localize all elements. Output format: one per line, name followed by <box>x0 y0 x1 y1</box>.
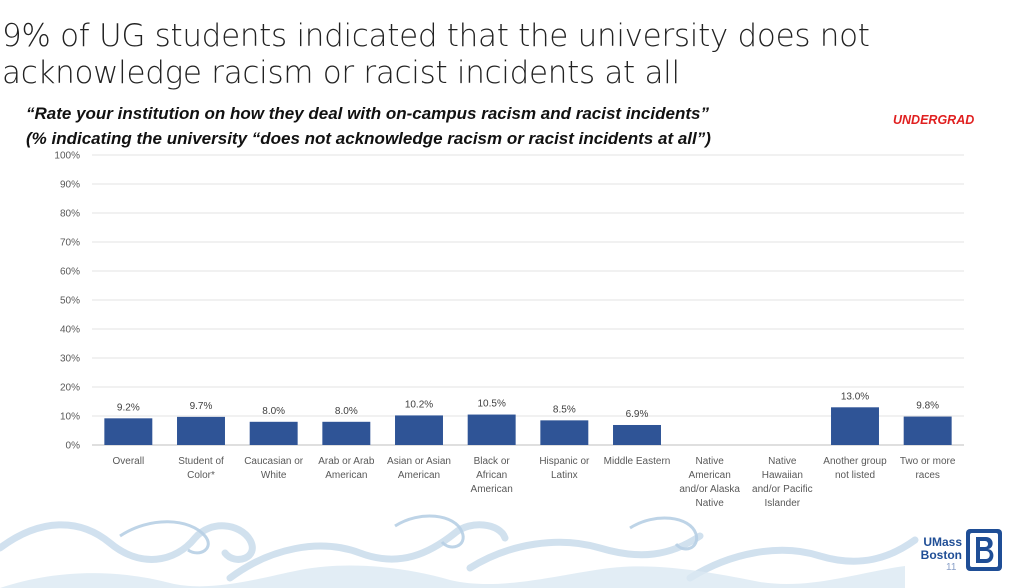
logo-line-umass: UMass <box>923 535 962 549</box>
x-tick-label: Hawaiian <box>762 470 803 481</box>
logo-text: UMass Boston <box>916 536 962 562</box>
y-tick-label: 80% <box>60 209 80 220</box>
x-tick-label: Hispanic or <box>539 456 590 467</box>
y-tick-label: 90% <box>60 180 80 191</box>
x-tick-label: Caucasian or <box>244 456 304 467</box>
data-label: 8.0% <box>335 406 358 417</box>
x-tick-label: Asian or Asian <box>387 456 451 467</box>
y-tick-label: 0% <box>66 441 81 452</box>
bar <box>903 416 952 445</box>
x-tick-label: Native <box>695 498 724 509</box>
bar <box>613 424 661 445</box>
x-tick-label: White <box>261 470 287 481</box>
y-tick-label: 10% <box>60 412 80 423</box>
bar <box>467 414 516 445</box>
data-label: 8.5% <box>553 404 576 415</box>
y-tick-label: 30% <box>60 354 80 365</box>
decorative-wave-band <box>0 514 919 588</box>
data-label: 10.5% <box>477 399 505 410</box>
x-tick-label: Islander <box>765 498 801 509</box>
y-tick-label: 60% <box>60 267 80 278</box>
x-tick-label: Two or more <box>900 456 956 467</box>
logo-line-boston: Boston <box>920 548 962 562</box>
y-tick-label: 50% <box>60 296 80 307</box>
x-tick-label: American <box>471 484 513 495</box>
umass-boston-logo: UMass Boston <box>916 528 1008 576</box>
x-tick-label: Latinx <box>551 470 578 481</box>
chart-subtitle: “Rate your institution on how they deal … <box>26 101 826 151</box>
x-tick-label: Another group <box>823 456 887 467</box>
bar <box>322 421 371 445</box>
page-number: 11 <box>946 562 957 573</box>
x-tick-label: American <box>689 470 731 481</box>
data-label: 9.8% <box>916 401 939 412</box>
subtitle-question: “Rate your institution on how they deal … <box>26 104 709 123</box>
data-label: 9.7% <box>190 401 213 412</box>
data-label: 13.0% <box>841 391 869 402</box>
x-tick-label: American <box>398 470 440 481</box>
x-tick-label: races <box>915 470 939 481</box>
x-tick-label: Native <box>695 456 724 467</box>
x-tick-label: Black or <box>474 456 511 467</box>
x-tick-label: American <box>325 470 367 481</box>
bar <box>831 407 879 445</box>
subtitle-measure: (% indicating the university “does not a… <box>26 129 711 148</box>
x-tick-label: and/or Pacific <box>752 484 813 495</box>
bar <box>177 416 225 445</box>
x-tick-label: Native <box>768 456 797 467</box>
y-tick-label: 40% <box>60 325 80 336</box>
x-tick-label: and/or Alaska <box>679 484 740 495</box>
x-tick-label: Color* <box>187 470 215 481</box>
data-label: 10.2% <box>405 399 433 410</box>
x-tick-label: Overall <box>112 456 144 467</box>
y-tick-label: 20% <box>60 383 80 394</box>
data-label: 6.9% <box>626 409 649 420</box>
y-tick-label: 70% <box>60 238 80 249</box>
bar-chart: 0% 10% 20% 30% 40% 50% 60% 70% 80% 90% 100% 9.2% Ove… <box>54 151 964 509</box>
slide-title: 9% of UG students indicated that the uni… <box>2 18 870 91</box>
bar <box>540 420 589 445</box>
x-tick-label: Arab or Arab <box>318 456 375 467</box>
x-tick-label: not listed <box>835 470 875 481</box>
x-tick-label: African <box>476 470 507 481</box>
bar <box>249 421 298 445</box>
umass-boston-b-logo-icon <box>966 529 1002 571</box>
bar <box>104 418 153 445</box>
data-label: 9.2% <box>117 402 140 413</box>
x-tick-label: Middle Eastern <box>604 456 671 467</box>
population-tag: UNDERGRAD <box>893 113 975 127</box>
x-tick-label: Student of <box>178 456 224 467</box>
bar <box>395 415 443 445</box>
y-tick-label: 100% <box>54 151 80 162</box>
data-label: 8.0% <box>262 406 285 417</box>
